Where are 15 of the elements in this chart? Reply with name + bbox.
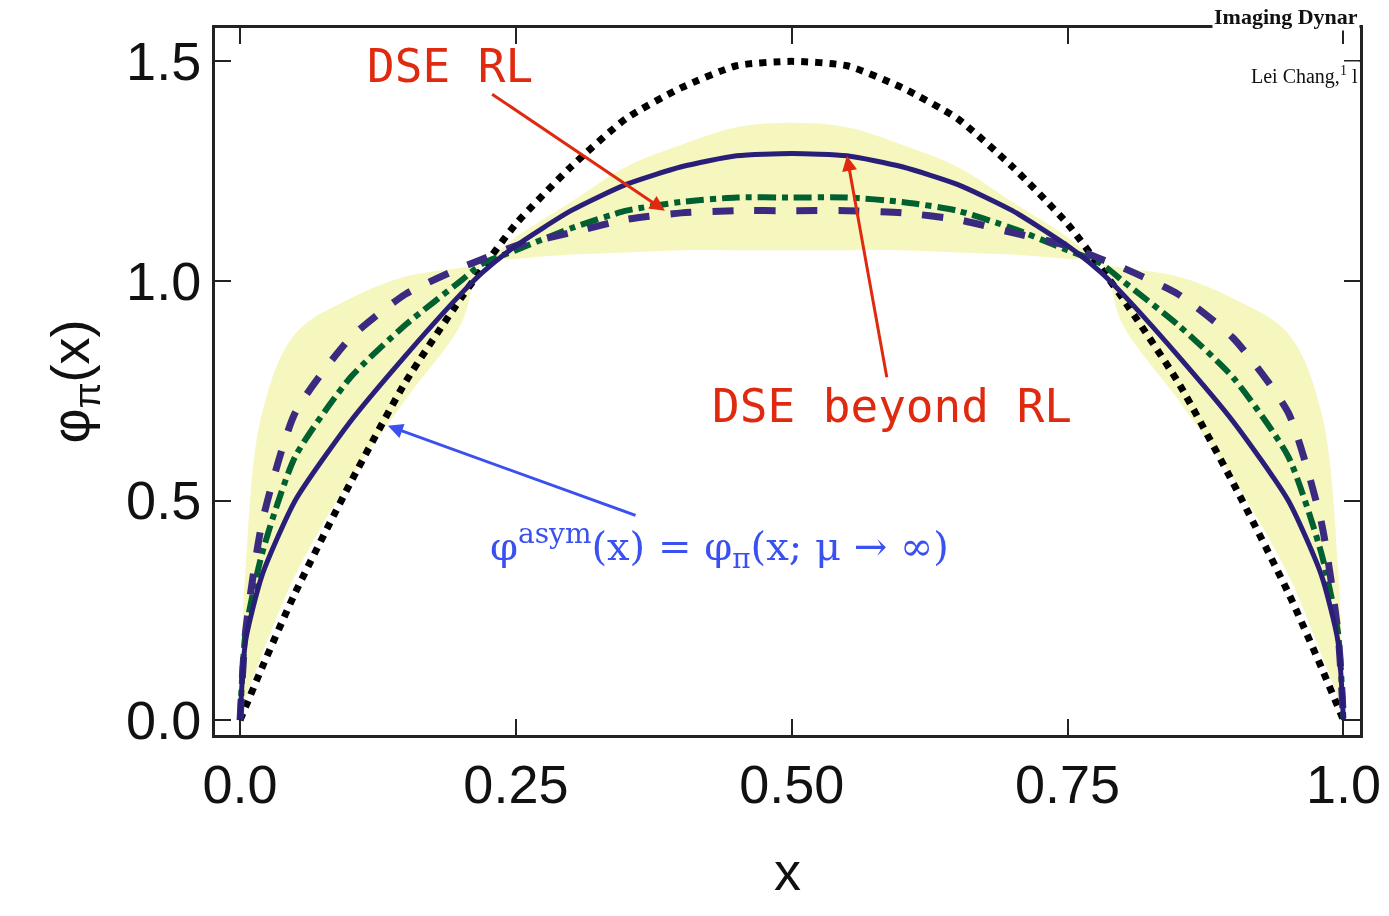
annotation: DSE beyond RL xyxy=(712,379,1073,433)
x-axis-title: x xyxy=(774,841,801,902)
annotation: φ$^{asym}$(x) = φ$_{π}$(x; μ → ∞) xyxy=(490,517,949,576)
x-tick-label: 0.25 xyxy=(463,753,569,814)
x-tick-label: 1.0 xyxy=(1305,753,1381,814)
y-tick-label: 1.0 xyxy=(126,250,202,311)
x-tick-label: 0.50 xyxy=(739,753,845,814)
y-tick-label: 0.0 xyxy=(126,689,202,750)
y-tick-label: 1.5 xyxy=(126,31,202,92)
annotation: Lei Chang,$^{1}$ l xyxy=(1251,63,1358,89)
x-tick-label: 0.75 xyxy=(1015,753,1121,814)
y-tick-label: 0.5 xyxy=(126,470,202,531)
annotation: DSE RL xyxy=(367,39,534,93)
x-tick-label: 0.0 xyxy=(202,753,278,814)
annotation: Imaging Dynar xyxy=(1214,4,1358,29)
